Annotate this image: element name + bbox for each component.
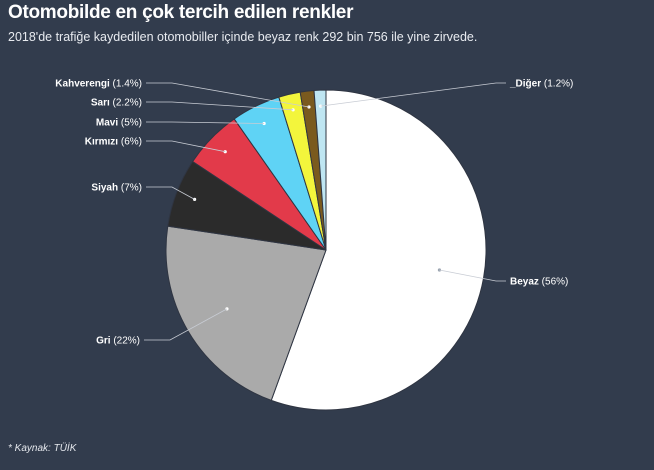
leader-line-sari: [146, 101, 294, 111]
data-label-gri: Gri (22%): [96, 336, 140, 347]
source-note: * Kaynak: TÜİK: [8, 443, 77, 454]
pie-slice-beyaz: [270, 89, 487, 411]
chart-subtitle: 2018'de trafiğe kaydedilen otomobiller i…: [8, 30, 478, 44]
leader-line-mavi: [146, 121, 265, 124]
leader-line-beyaz: [439, 269, 506, 282]
pie-slice-gri: [165, 225, 327, 401]
leader-line-kahverengi: [146, 82, 310, 108]
data-label-sari: Sarı (2.2%): [91, 98, 142, 109]
data-label-siyah: Siyah (7%): [91, 183, 142, 194]
data-label-kahverengi: Kahverengi (1.4%): [55, 79, 142, 90]
data-label-mavi: Mavi (5%): [96, 118, 142, 129]
leader-line-siyah: [146, 186, 195, 200]
data-label-diger: _Diğer (1.2%): [509, 79, 573, 90]
chart-title: Otomobilde en çok tercih edilen renkler: [8, 2, 354, 23]
data-label-kirmizi: Kırmızı (6%): [85, 137, 142, 148]
data-label-beyaz: Beyaz (56%): [510, 277, 568, 288]
leader-line-kirmizi: [146, 140, 226, 153]
leader-line-diger: [320, 82, 506, 107]
pie-slice-diger: [313, 89, 327, 251]
leader-line-gri: [144, 308, 228, 341]
